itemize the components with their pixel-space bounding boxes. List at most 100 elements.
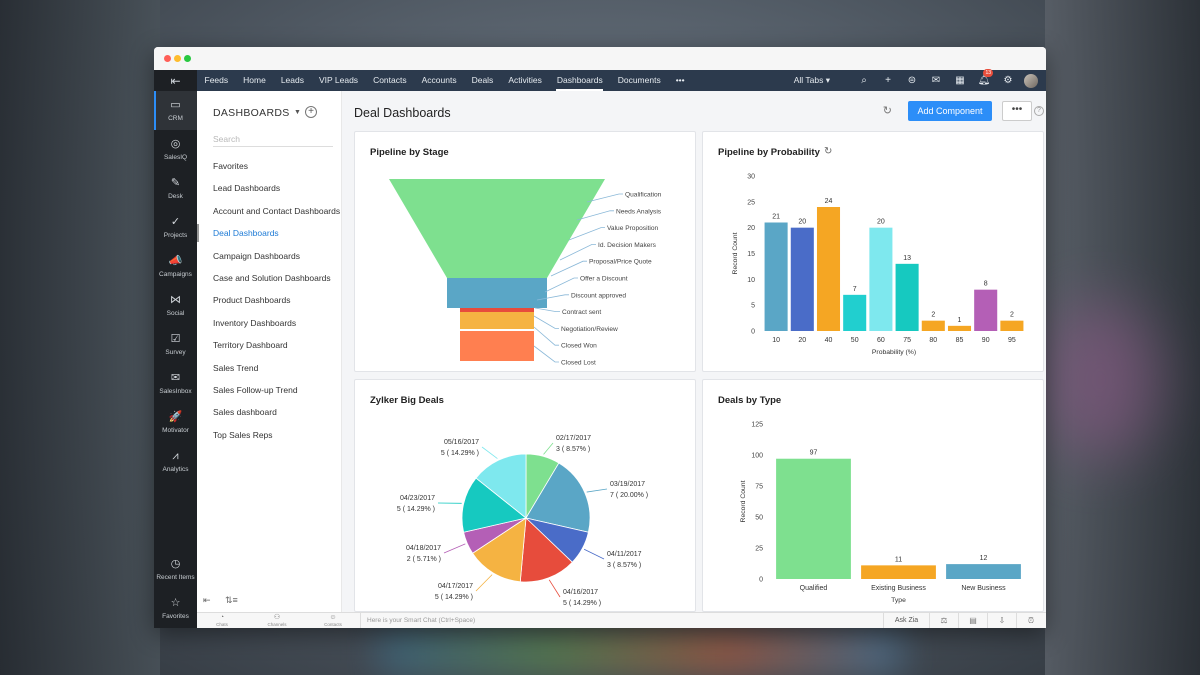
rail-item-projects[interactable]: ✓ Projects (154, 208, 197, 247)
ask-zia-button[interactable]: Ask Zia (883, 613, 929, 628)
tab-feeds[interactable]: Feeds (204, 75, 229, 85)
close-window-button[interactable] (164, 55, 171, 62)
tab-activities[interactable]: Activities (508, 75, 542, 85)
rail-item-salesinbox[interactable]: ✉ SalesInbox (154, 364, 197, 403)
sidebar-item-sales-trend[interactable]: Sales Trend (213, 362, 259, 373)
pie-leader-line (481, 446, 498, 459)
data-label: 7 (853, 286, 857, 293)
data-label: 13 (903, 255, 911, 262)
sidebar-item-sales-follow-up-trend[interactable]: Sales Follow-up Trend (213, 384, 298, 395)
rail-item-crm[interactable]: ▭ CRM (154, 91, 197, 130)
survey-icon: ☑ (170, 332, 181, 345)
sidebar-item-deal-dashboards[interactable]: Deal Dashboards (197, 222, 342, 244)
sidebar-item-territory-dashboard[interactable]: Territory Dashboard (213, 340, 288, 351)
sidebar-item-campaign-dashboards[interactable]: Campaign Dashboards (213, 250, 300, 261)
chevron-down-icon[interactable]: ▼ (294, 109, 301, 116)
y-tick-label: 30 (747, 174, 755, 181)
more-tabs-button[interactable]: ••• (675, 75, 685, 85)
bar (764, 222, 788, 331)
add-icon[interactable]: + (885, 75, 891, 86)
all-tabs-dropdown[interactable]: All Tabs ▾ (793, 75, 830, 85)
sidebar-item-product-dashboards[interactable]: Product Dashboards (213, 295, 291, 306)
contacts-button[interactable]: ☺ Contacts (313, 614, 353, 627)
rail-item-label: Projects (163, 231, 188, 239)
funnel-segment (460, 308, 534, 312)
sidebar-item-lead-dashboards[interactable]: Lead Dashboards (213, 183, 281, 194)
notes-icon[interactable]: ▤ (958, 613, 987, 628)
tab-home[interactable]: Home (243, 75, 266, 85)
funnel-leader-line (533, 315, 559, 329)
refresh-icon[interactable]: ↻ (882, 105, 892, 117)
tab-contacts[interactable]: Contacts (373, 75, 407, 85)
refresh-icon[interactable]: ↻ (824, 146, 833, 157)
add-component-button[interactable]: Add Component (908, 101, 992, 121)
rail-item-recent-items[interactable]: ◷ Recent Items (154, 550, 197, 589)
sidebar-item-sales-dashboard[interactable]: Sales dashboard (213, 407, 277, 418)
data-label: 2 (931, 312, 935, 319)
gamepad-icon[interactable]: ⊜ (907, 75, 917, 86)
motivator-icon: 🚀 (168, 410, 183, 423)
zia-icon[interactable]: ⚖ (929, 613, 958, 628)
tab-leads[interactable]: Leads (280, 75, 304, 85)
pipeline-by-probability-card: Pipeline by Probability ↻ 0 5 10 15 20 25 30 21… (702, 131, 1044, 372)
sidebar-item-inventory-dashboards[interactable]: Inventory Dashboards (213, 317, 297, 328)
tab-dashboards[interactable]: Dashboards (549, 70, 610, 91)
funnel-stage-label: Qualification (625, 192, 662, 199)
tab-vip-leads[interactable]: VIP Leads (318, 75, 359, 85)
minimize-window-button[interactable] (174, 55, 181, 62)
rail-item-survey[interactable]: ☑ Survey (154, 325, 197, 364)
help-icon[interactable]: ? (1034, 106, 1044, 116)
rail-item-motivator[interactable]: 🚀 Motivator (154, 403, 197, 442)
y-tick-label: 125 (751, 422, 763, 429)
pipeline-by-stage-card: Pipeline by Stage Qualification Needs Ana… (354, 131, 696, 372)
rail-item-favorites[interactable]: ☆ Favorites (154, 589, 197, 628)
x-tick-label: 90 (982, 337, 990, 344)
pie-label: 02/17/2017 (556, 435, 591, 442)
collapse-menu-icon[interactable]: ⇤ (170, 73, 181, 88)
pie-label: 04/18/2017 (406, 545, 441, 552)
more-options-button[interactable]: ••• (1002, 101, 1032, 121)
rail-item-salesiq[interactable]: ◎ SalesIQ (154, 130, 197, 169)
rail-item-analytics[interactable]: ⩘ Analytics (154, 442, 197, 481)
y-tick-label: 15 (747, 251, 755, 258)
alarm-icon[interactable]: ⏰︎ (1016, 613, 1045, 628)
funnel-leader-line (586, 193, 623, 203)
rail-item-campaigns[interactable]: 📣 Campaigns (154, 247, 197, 286)
funnel-stage-label: Value Proposition (607, 225, 659, 232)
tab-documents[interactable]: Documents (617, 75, 661, 85)
bar (790, 227, 814, 331)
sidebar-item-favorites[interactable]: Favorites (213, 161, 248, 171)
download-icon[interactable]: ⇩ (987, 613, 1016, 628)
maximize-window-button[interactable] (184, 55, 191, 62)
rail-item-label: Survey (165, 348, 186, 356)
data-label: 21 (772, 214, 780, 221)
settings-gear-icon[interactable]: ⚙ (1003, 75, 1013, 86)
rail-item-social[interactable]: ⋈ Social (154, 286, 197, 325)
search-input[interactable]: Search (213, 131, 333, 147)
add-dashboard-icon[interactable]: + (305, 106, 317, 118)
x-axis-label: Probability (%) (872, 349, 916, 356)
sidebar-item-account-and-contact-dashboards[interactable]: Account and Contact Dashboards (213, 205, 341, 216)
search-icon[interactable]: ⌕ (861, 75, 867, 86)
channels-button[interactable]: ⚇ Channels (257, 614, 297, 627)
smart-chat-input[interactable]: Here is your Smart Chat (Ctrl+Space) (360, 613, 883, 628)
tab-deals[interactable]: Deals (471, 75, 494, 85)
notifications-bell-icon[interactable]: 🔔︎ 13 (977, 69, 993, 86)
rail-item-desk[interactable]: ✎ Desk (154, 169, 197, 208)
funnel-chart: Qualification Needs Analysis Value Proposi… (389, 179, 662, 367)
mail-icon[interactable]: ✉ (931, 75, 941, 86)
sort-icon[interactable]: ⇅≡ (225, 595, 238, 605)
bar (1000, 320, 1024, 331)
tab-accounts[interactable]: Accounts (421, 75, 457, 85)
user-avatar[interactable] (1024, 73, 1038, 88)
rail-item-label: Motivator (162, 426, 189, 434)
collapse-sidebar-icon[interactable]: ⇤ (203, 595, 211, 605)
data-label: 97 (810, 450, 818, 457)
sidebar-item-top-sales-reps[interactable]: Top Sales Reps (213, 429, 273, 440)
funnel-stage-label: Offer a Discount (580, 276, 628, 283)
data-label: 20 (877, 219, 885, 226)
calendar-icon[interactable]: ▦ (955, 75, 965, 86)
sidebar-heading[interactable]: DASHBOARDS (213, 107, 290, 119)
sidebar-item-case-and-solution-dashboards[interactable]: Case and Solution Dashboards (213, 272, 331, 283)
chats-button[interactable]: ◔ Chats (202, 614, 242, 627)
